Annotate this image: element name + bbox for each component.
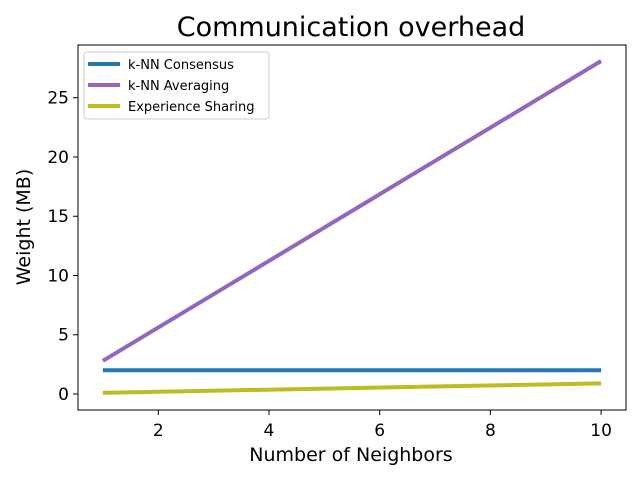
legend-box bbox=[83, 51, 270, 120]
y-tick-label: 15 bbox=[47, 207, 69, 227]
legend-entry-2: Experience Sharing bbox=[128, 100, 255, 115]
x-axis-label: Number of Neighbors bbox=[249, 444, 452, 466]
series-line-2 bbox=[102, 381, 602, 395]
y-tick-label: 25 bbox=[47, 89, 69, 109]
x-tick-label: 8 bbox=[485, 421, 496, 441]
x-axis-ticks: 2 4 6 8 10 bbox=[153, 410, 612, 441]
legend-entry-1: k-NN Averaging bbox=[128, 79, 229, 94]
chart-title: Communication overhead bbox=[177, 12, 526, 43]
plot-lines bbox=[101, 59, 603, 395]
series-line-1 bbox=[101, 59, 603, 363]
x-tick-label: 10 bbox=[590, 421, 612, 441]
legend-entry-0: k-NN Consensus bbox=[128, 58, 234, 73]
x-tick-label: 4 bbox=[264, 421, 275, 441]
y-axis-label: Weight (MB) bbox=[13, 169, 35, 286]
x-tick-label: 6 bbox=[374, 421, 385, 441]
y-tick-label: 0 bbox=[58, 385, 69, 405]
plot-frame bbox=[77, 44, 627, 411]
y-tick-label: 20 bbox=[47, 148, 69, 168]
y-axis-ticks: 0 5 10 15 20 25 bbox=[47, 89, 78, 405]
y-tick-label: 5 bbox=[58, 326, 69, 346]
legend: k-NN Consensus k-NN Averaging Experience S… bbox=[83, 51, 270, 120]
y-tick-label: 10 bbox=[47, 266, 69, 286]
x-tick-label: 2 bbox=[153, 421, 164, 441]
